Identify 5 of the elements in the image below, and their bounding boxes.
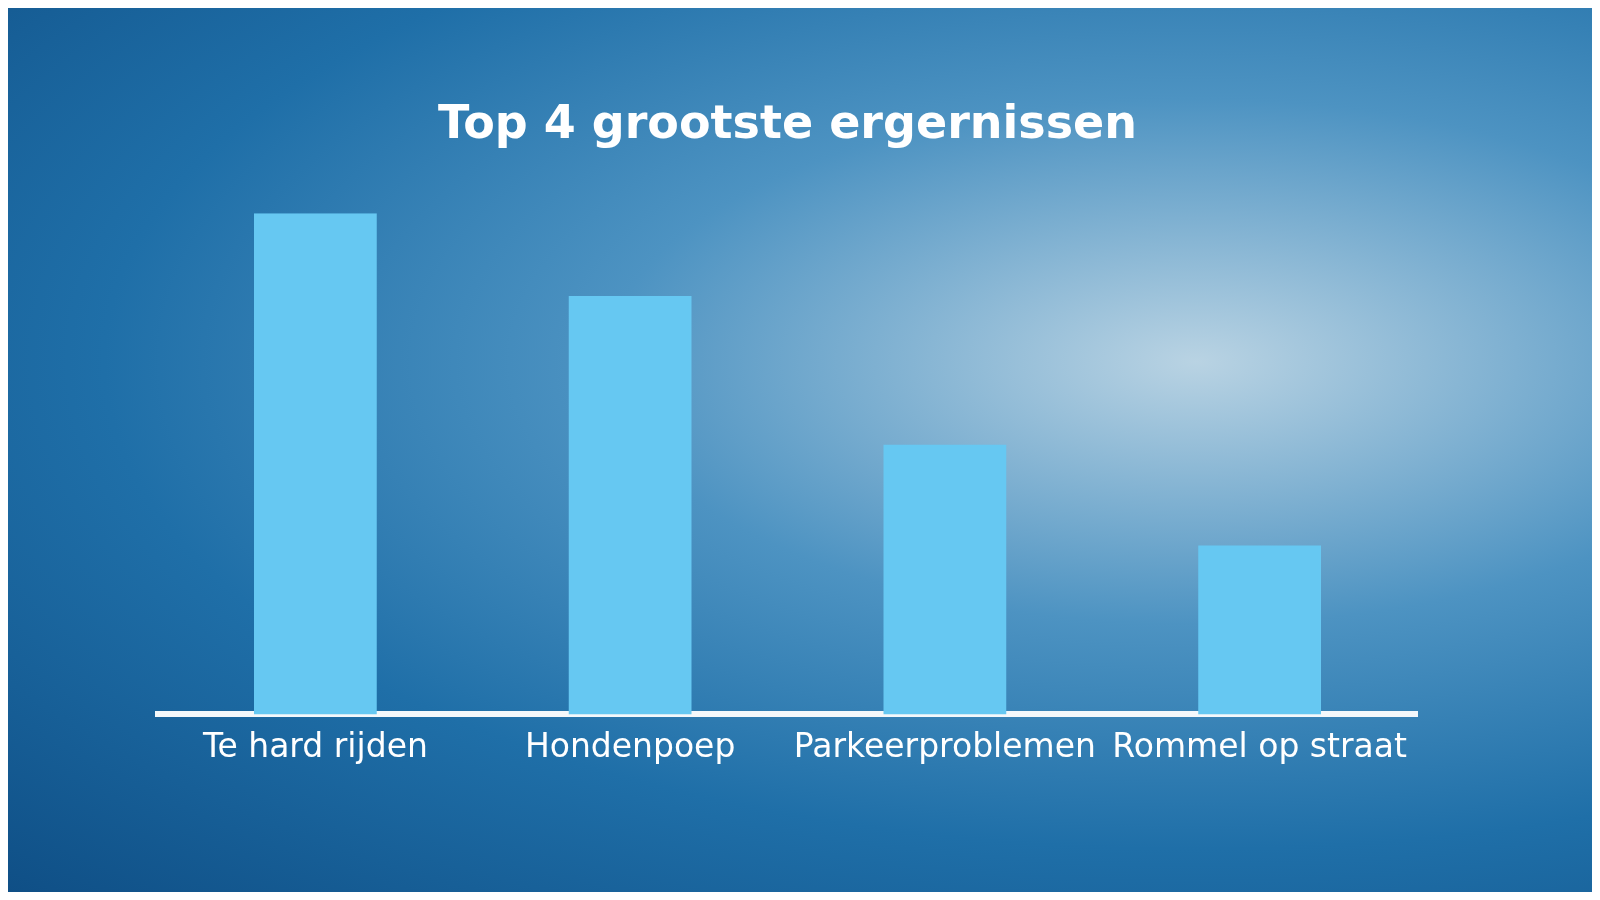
x-tick-label: Parkeerproblemen [793,725,1096,765]
x-tick-label: Rommel op straat [1112,725,1407,765]
x-tick-label: Hondenpoep [524,725,736,765]
chart-title: Top 4 grootste ergernissen [437,94,1138,149]
x-tick-label: Te hard rijden [201,725,428,765]
